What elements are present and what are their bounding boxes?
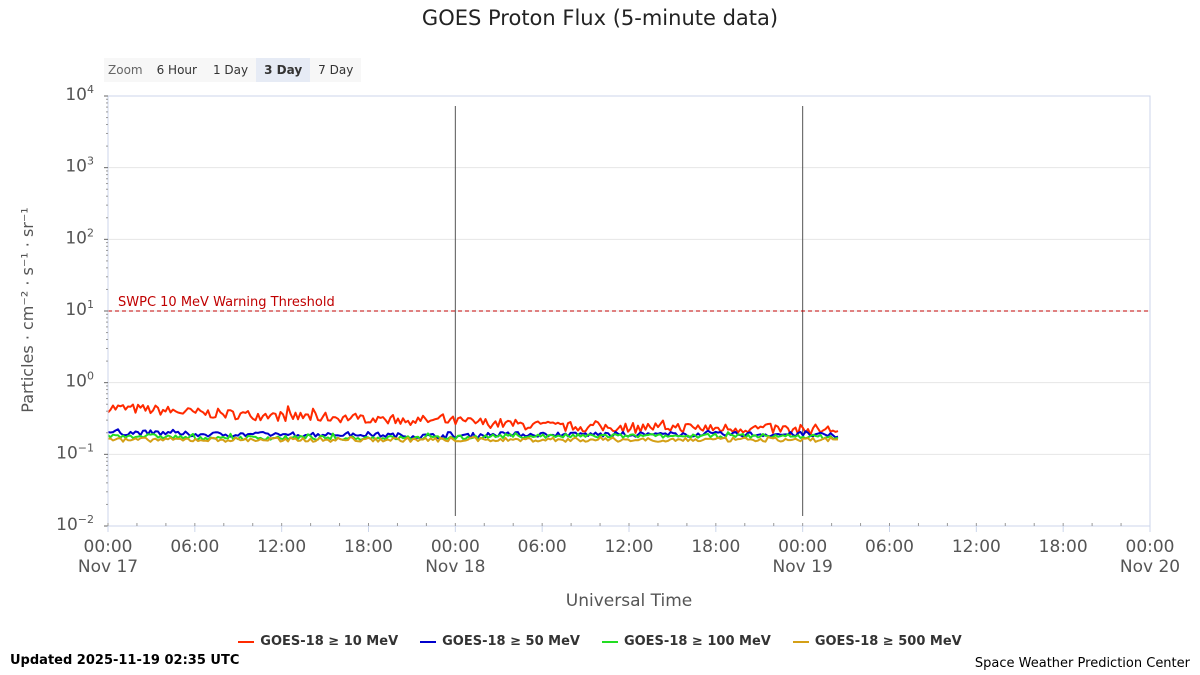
series-line-0 [107,403,839,436]
zoom-3-day-button[interactable]: 3 Day [256,58,311,82]
legend-item-10mev[interactable]: GOES-18 ≥ 10 MeV [238,634,398,649]
y-tick-label: 100 [65,370,94,392]
threshold-label: SWPC 10 MeV Warning Threshold [118,295,335,310]
chart-title: GOES Proton Flux (5-minute data) [421,6,779,30]
y-tick-label: 101 [65,298,94,320]
legend-label-10mev: GOES-18 ≥ 10 MeV [260,634,399,649]
threshold-group: SWPC 10 MeV Warning Threshold [108,295,1150,312]
zoom-6-hour-button[interactable]: 6 Hour [148,58,205,82]
legend: GOES-18 ≥ 10 MeV GOES-18 ≥ 50 MeV GOES-1… [0,634,1200,649]
x-axis-label: Universal Time [566,591,692,611]
x-tick-time: 06:00 [170,537,219,557]
x-tick-time: 12:00 [952,537,1001,557]
legend-item-500mev[interactable]: GOES-18 ≥ 500 MeV [792,634,962,649]
legend-swatch-50mev [420,640,437,643]
y-tick-label: 104 [65,83,94,105]
x-tick-time: 12:00 [605,537,654,557]
x-tick-time: 00:00 [431,537,480,557]
series-group [107,403,839,443]
zoom-1-day-button[interactable]: 1 Day [204,58,257,82]
y-axis-label: Particles · cm⁻² · s⁻¹ · sr⁻¹ [18,207,37,412]
x-tick-time: 12:00 [257,537,306,557]
legend-label-50mev: GOES-18 ≥ 50 MeV [442,634,580,649]
credit-text: Space Weather Prediction Center [974,656,1190,671]
series-line-3 [107,435,839,443]
legend-swatch-500mev [792,640,809,643]
x-tick-time: 18:00 [344,537,393,557]
x-tick-date: Nov 20 [1120,557,1180,577]
axes [104,95,1151,532]
legend-swatch-10mev [238,640,255,643]
legend-item-100mev[interactable]: GOES-18 ≥ 100 MeV [601,634,771,649]
updated-timestamp: Updated 2025-11-19 02:35 UTC [10,653,240,668]
x-tick-time: 00:00 [1126,537,1175,557]
legend-label-500mev: GOES-18 ≥ 500 MeV [814,634,962,649]
legend-item-50mev[interactable]: GOES-18 ≥ 50 MeV [420,634,580,649]
y-tick-label: 10−1 [56,441,94,463]
zoom-7-day-button[interactable]: 7 Day [310,58,362,82]
y-tick-label: 102 [65,226,94,248]
x-tick-time: 18:00 [691,537,740,557]
x-tick-time: 18:00 [1039,537,1088,557]
y-tick-label: 10−2 [56,513,94,535]
x-tick-time: 00:00 [84,537,133,557]
x-tick-time: 06:00 [865,537,914,557]
x-tick-time: 00:00 [778,537,827,557]
zoom-label: Zoom [108,63,143,77]
x-tick-date: Nov 19 [773,557,833,577]
x-tick-date: Nov 17 [78,557,138,577]
y-tick-labels: 104 103 102 101 100 10−1 10−2 [56,83,94,535]
y-tick-label: 103 [65,155,94,177]
legend-label-100mev: GOES-18 ≥ 100 MeV [623,634,771,649]
x-tick-date: Nov 18 [425,557,485,577]
zoom-bar: Zoom 6 Hour 1 Day 3 Day 7 Day [104,58,362,82]
legend-swatch-100mev [601,640,618,643]
x-tick-time: 06:00 [518,537,567,557]
